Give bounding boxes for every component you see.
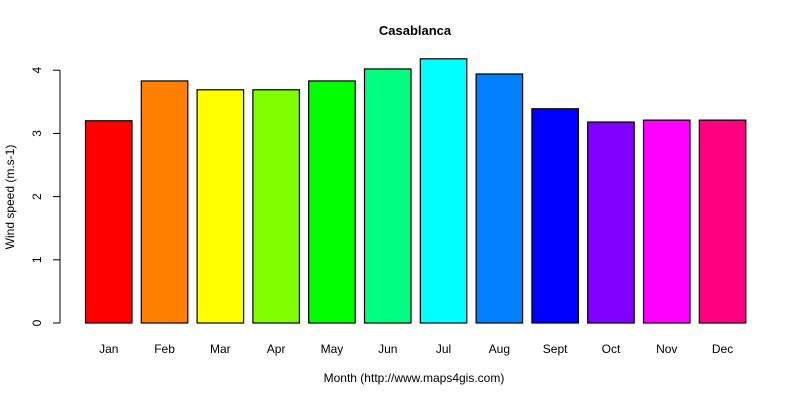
bar-sept (531, 108, 580, 324)
x-tick-label: Oct (602, 342, 621, 356)
y-axis-label: Wind speed (m.s-1) (3, 145, 17, 250)
x-tick-label: Feb (154, 342, 175, 356)
x-tick-label: Sept (543, 342, 568, 356)
x-tick-label: May (321, 342, 344, 356)
bar-nov (642, 119, 691, 324)
x-tick-label: Jun (378, 342, 397, 356)
x-tick-label: Dec (712, 342, 733, 356)
bar-oct (587, 121, 635, 324)
x-axis-label: Month (http://www.maps4gis.com) (324, 371, 505, 385)
bar-feb (140, 80, 189, 324)
y-tick-label: 1 (30, 256, 44, 263)
bars (84, 58, 747, 324)
chart-title: Casablanca (379, 23, 452, 38)
y-axis: 0 1 2 3 4 (30, 67, 61, 326)
x-tick-label: Mar (210, 342, 231, 356)
x-tick-label: Apr (267, 342, 286, 356)
bar-mar (196, 89, 245, 324)
y-tick-label: 0 (30, 319, 44, 326)
bar-may (308, 80, 356, 324)
bar-jul (419, 58, 468, 324)
x-tick-labels: Jan Feb Mar Apr May Jun Jul Aug Sept Oct Nov Dec (99, 342, 733, 356)
x-tick-label: Nov (656, 342, 677, 356)
bar-jun (363, 68, 412, 324)
x-tick-label: Jul (436, 342, 451, 356)
bar-jan (84, 120, 133, 324)
y-tick-label: 4 (30, 67, 44, 74)
x-tick-label: Jan (99, 342, 118, 356)
y-tick-label: 3 (30, 130, 44, 137)
bar-dec (698, 119, 747, 324)
bar-aug (475, 73, 524, 324)
bar-apr (252, 89, 300, 324)
x-tick-label: Aug (489, 342, 510, 356)
y-tick-label: 2 (30, 193, 44, 200)
